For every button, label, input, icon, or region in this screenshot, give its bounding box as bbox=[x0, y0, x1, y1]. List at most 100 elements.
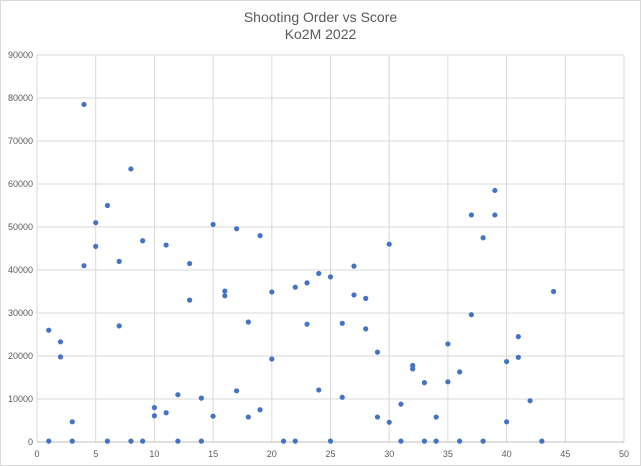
data-point bbox=[269, 289, 275, 295]
y-tick-label: 20000 bbox=[8, 351, 33, 361]
data-point bbox=[433, 438, 439, 444]
y-tick-label: 70000 bbox=[8, 136, 33, 146]
data-point bbox=[515, 334, 521, 340]
data-point bbox=[492, 187, 498, 194]
data-point bbox=[104, 438, 111, 444]
data-point bbox=[445, 379, 451, 385]
data-point bbox=[280, 438, 287, 444]
data-point bbox=[93, 220, 99, 226]
data-point bbox=[187, 260, 193, 267]
x-tick-label: 30 bbox=[384, 449, 394, 459]
data-point bbox=[116, 258, 122, 264]
data-point bbox=[222, 288, 228, 294]
data-point bbox=[46, 438, 52, 444]
data-point bbox=[410, 366, 416, 372]
data-point bbox=[433, 414, 439, 420]
x-tick-label: 35 bbox=[443, 449, 453, 459]
data-point bbox=[363, 295, 369, 301]
data-point bbox=[175, 392, 181, 398]
data-point bbox=[69, 419, 75, 425]
data-point bbox=[210, 413, 216, 419]
data-point bbox=[457, 369, 463, 375]
data-point bbox=[269, 356, 275, 362]
data-point bbox=[316, 270, 322, 277]
data-point bbox=[351, 263, 357, 269]
data-point bbox=[363, 326, 369, 332]
data-point bbox=[198, 395, 204, 401]
data-point bbox=[198, 438, 204, 444]
data-point bbox=[245, 319, 251, 325]
data-point bbox=[81, 101, 87, 108]
data-point bbox=[187, 297, 193, 303]
data-point bbox=[116, 323, 122, 329]
data-point bbox=[57, 339, 64, 345]
data-point bbox=[292, 438, 298, 444]
y-tick-label: 0 bbox=[28, 437, 33, 447]
data-point bbox=[398, 438, 404, 444]
data-point bbox=[163, 410, 169, 416]
data-point bbox=[128, 438, 134, 444]
data-point bbox=[93, 243, 99, 249]
data-point bbox=[69, 438, 75, 444]
data-point bbox=[374, 349, 381, 355]
data-point bbox=[233, 226, 240, 232]
data-point bbox=[304, 280, 310, 286]
data-point bbox=[140, 438, 146, 444]
data-point bbox=[445, 341, 451, 347]
data-point bbox=[304, 321, 310, 327]
data-point bbox=[339, 320, 345, 326]
data-point bbox=[351, 292, 357, 298]
data-point bbox=[480, 438, 486, 444]
chart-subtitle: Ko2M 2022 bbox=[284, 26, 357, 42]
y-tick-label: 40000 bbox=[8, 265, 33, 275]
data-point bbox=[527, 398, 533, 404]
data-point bbox=[128, 166, 134, 172]
data-point bbox=[504, 419, 510, 425]
data-point bbox=[104, 202, 111, 209]
data-point bbox=[292, 284, 298, 290]
x-tick-label: 40 bbox=[502, 449, 512, 459]
data-point bbox=[374, 414, 381, 420]
y-tick-label: 10000 bbox=[8, 394, 33, 404]
y-tick-label: 50000 bbox=[8, 222, 33, 232]
data-point bbox=[468, 312, 474, 318]
data-point bbox=[539, 438, 545, 444]
data-point bbox=[480, 235, 486, 241]
data-point bbox=[81, 263, 87, 269]
x-tick-label: 10 bbox=[149, 449, 159, 459]
data-point bbox=[257, 233, 263, 239]
y-tick-label: 60000 bbox=[8, 179, 33, 189]
data-point bbox=[327, 438, 334, 444]
data-point bbox=[339, 394, 345, 400]
data-point bbox=[327, 274, 334, 280]
x-tick-label: 5 bbox=[93, 449, 98, 459]
data-point bbox=[457, 438, 463, 444]
data-point bbox=[386, 241, 392, 247]
x-tick-label: 20 bbox=[267, 449, 277, 459]
data-point bbox=[222, 293, 228, 299]
data-point bbox=[175, 438, 181, 444]
data-point bbox=[316, 387, 322, 393]
x-tick-label: 15 bbox=[208, 449, 218, 459]
data-point bbox=[386, 419, 392, 425]
x-tick-label: 0 bbox=[34, 449, 39, 459]
data-point bbox=[163, 242, 169, 248]
data-point bbox=[421, 380, 428, 386]
data-point bbox=[151, 413, 157, 419]
data-point bbox=[57, 354, 64, 360]
data-point bbox=[421, 438, 428, 444]
x-tick-label: 45 bbox=[560, 449, 570, 459]
data-point bbox=[550, 288, 557, 295]
data-point bbox=[398, 401, 404, 407]
data-point bbox=[504, 358, 510, 365]
data-point bbox=[515, 354, 521, 360]
data-point bbox=[140, 238, 146, 244]
y-tick-label: 30000 bbox=[8, 308, 33, 318]
y-tick-label: 80000 bbox=[8, 93, 33, 103]
x-tick-label: 25 bbox=[325, 449, 335, 459]
data-point bbox=[468, 212, 474, 218]
data-point bbox=[233, 388, 240, 394]
chart-title: Shooting Order vs Score bbox=[243, 9, 398, 25]
x-tick-label: 50 bbox=[619, 449, 629, 459]
